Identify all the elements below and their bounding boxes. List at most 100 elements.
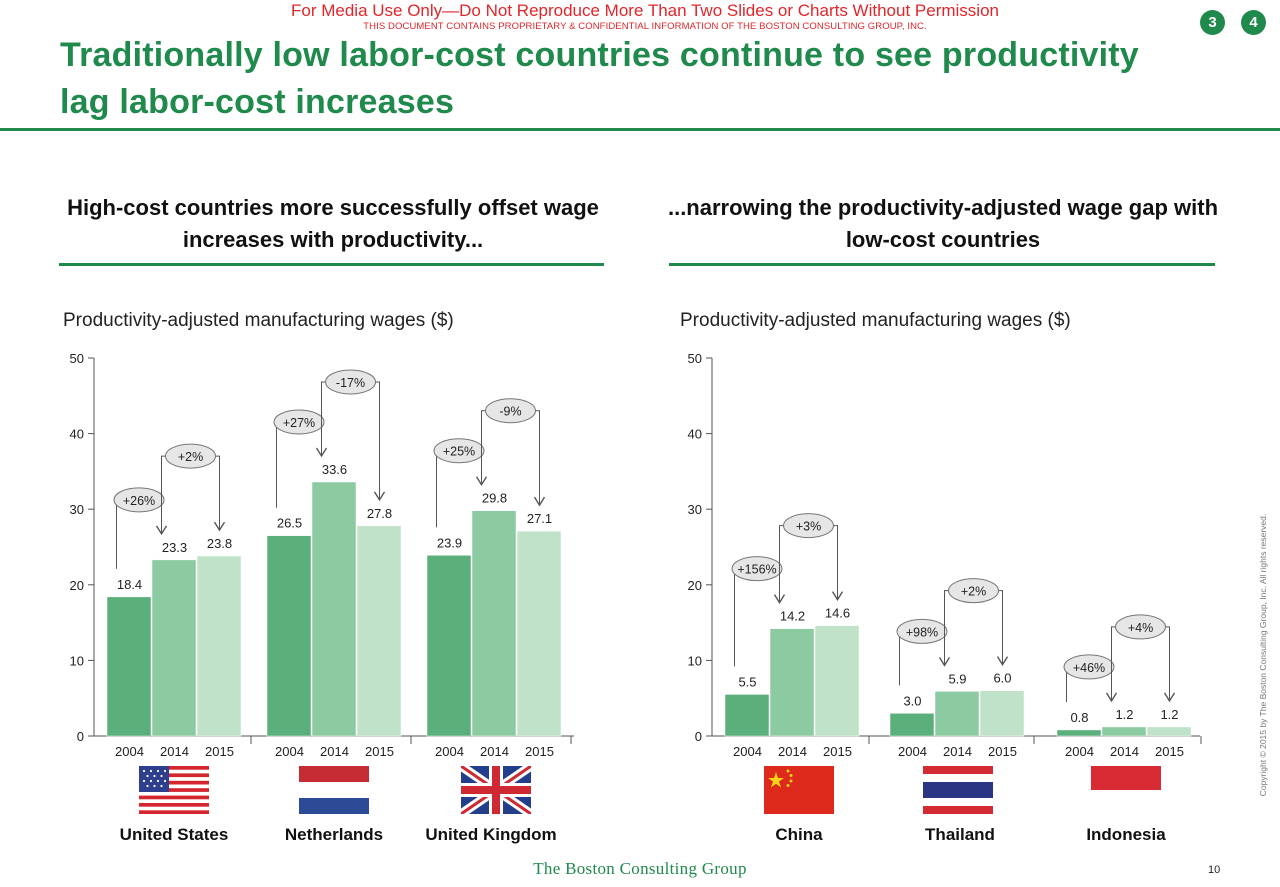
change-annotation-2014-2015-bubble (783, 513, 834, 539)
change-annotation-2004-2014-bubble (731, 556, 783, 582)
x-tick-label: 2015 (1155, 744, 1184, 759)
bar (1056, 729, 1102, 737)
data-label: 5.5 (738, 674, 756, 689)
y-tick-label: 40 (70, 427, 84, 442)
x-tick-label: 2015 (205, 744, 234, 759)
change-annotation-2004-2014-arrowhead (773, 594, 786, 604)
left-section-divider (59, 263, 604, 266)
right-section-heading: ...narrowing the productivity-adjusted w… (667, 195, 1219, 252)
media-use-notice: For Media Use Only—Do Not Reproduce More… (291, 1, 999, 20)
bar (311, 481, 357, 737)
x-tick-label: 2014 (320, 744, 349, 759)
y-tick-label: 50 (70, 351, 84, 366)
change-annotation-2004-2014-arrowhead (938, 657, 951, 667)
bar (979, 690, 1025, 737)
change-annotation-2004-2014-label: +25% (443, 445, 475, 459)
x-tick-label: 2014 (160, 744, 189, 759)
bar (151, 559, 197, 737)
change-annotation-2004-2014-bubble (113, 487, 165, 513)
bar (814, 625, 860, 737)
data-label: 23.9 (437, 535, 462, 550)
data-label: 27.1 (527, 511, 552, 526)
x-tick-label: 2014 (1110, 744, 1139, 759)
change-annotation-2014-2015-label: +2% (961, 585, 986, 599)
country-label-thailand: Thailand (925, 825, 995, 844)
left-bar-chart: 0 10 20 30 40 50 18.4 2004 23.3 2014 23.8 2015 +26% +… (70, 351, 574, 759)
y-tick-label: 10 (70, 653, 84, 668)
y-tick-label: 30 (688, 502, 702, 517)
right-bar-chart: 0 10 20 30 40 50 5.5 2004 14.2 2014 14.6 2015 +156% +… (688, 351, 1202, 759)
x-tick-label: 2015 (988, 744, 1017, 759)
copyright-notice: Copyright © 2015 by The Boston Consultin… (1258, 513, 1268, 797)
change-annotation-2014-2015-arrowhead (213, 521, 226, 532)
change-annotation-2004-2014-label: +27% (283, 416, 315, 430)
y-tick-label: 50 (688, 351, 702, 366)
left-section-heading: High-cost countries more successfully of… (67, 195, 599, 252)
us-flag (139, 766, 209, 814)
y-tick-label: 0 (77, 729, 84, 744)
change-annotation-2014-2015-arrowhead (533, 496, 546, 507)
id-flag (1091, 766, 1161, 814)
bar (934, 691, 980, 737)
x-tick-label: 2014 (943, 744, 972, 759)
data-label: 6.0 (993, 671, 1011, 686)
change-annotation-2004-2014-arrowhead (475, 476, 488, 487)
y-tick-label: 0 (695, 729, 702, 744)
data-label: 23.8 (207, 536, 232, 551)
change-annotation-2004-2014-bubble (273, 409, 325, 435)
data-label: 14.2 (780, 609, 805, 624)
bar (516, 530, 562, 737)
left-chart-label: Productivity-adjusted manufacturing wage… (63, 310, 454, 331)
bar (1146, 726, 1192, 737)
country-label-uk: United Kingdom (425, 825, 557, 844)
data-label: 23.3 (162, 540, 187, 555)
y-tick-label: 10 (688, 653, 702, 668)
confidential-notice: THIS DOCUMENT CONTAINS PROPRIETARY & CON… (363, 21, 927, 32)
x-tick-label: 2004 (275, 744, 304, 759)
slide-title: Traditionally low labor-cost countries c… (60, 36, 1139, 121)
x-tick-label: 2014 (778, 744, 807, 759)
change-annotation-2014-2015-arrowhead (831, 591, 844, 601)
uk-flag (461, 766, 531, 814)
change-annotation-2004-2014-arrowhead (1105, 692, 1118, 703)
data-label: 18.4 (117, 577, 142, 592)
change-annotation-2014-2015-arrowhead (1163, 692, 1176, 703)
bar (1101, 726, 1147, 737)
bar (769, 628, 815, 737)
change-annotation-2014-2015-label: -17% (336, 376, 365, 390)
bar (889, 713, 935, 737)
change-annotation-2014-2015-label: -9% (499, 405, 521, 419)
change-annotation-2014-2015-bubble (325, 369, 376, 395)
country-label-indonesia: Indonesia (1086, 825, 1166, 844)
bar (196, 555, 242, 737)
data-label: 26.5 (277, 516, 302, 531)
change-annotation-2004-2014-bubble (1063, 654, 1115, 680)
change-annotation-2004-2014-label: +26% (123, 494, 155, 508)
y-tick-label: 20 (688, 578, 702, 593)
y-tick-label: 40 (688, 427, 702, 442)
x-tick-label: 2015 (525, 744, 554, 759)
change-annotation-2014-2015-label: +4% (1128, 621, 1153, 635)
data-label: 14.6 (825, 606, 850, 621)
change-annotation-2014-2015-bubble (485, 398, 536, 424)
page-badge-3: 3 (1200, 10, 1225, 35)
cn-flag (764, 766, 834, 814)
bar (106, 596, 152, 737)
page-badge-4: 4 (1241, 10, 1266, 35)
change-annotation-2004-2014-label: +46% (1073, 661, 1105, 675)
data-label: 1.2 (1160, 707, 1178, 722)
nl-flag (299, 766, 369, 814)
bar (471, 510, 517, 737)
change-annotation-2004-2014-bubble (433, 438, 485, 464)
x-tick-label: 2004 (898, 744, 927, 759)
x-tick-label: 2004 (115, 744, 144, 759)
y-tick-label: 30 (70, 502, 84, 517)
y-tick-label: 20 (70, 578, 84, 593)
data-label: 5.9 (948, 671, 966, 686)
th-flag (923, 766, 993, 814)
page-number: 10 (1208, 864, 1221, 876)
right-section-divider (669, 263, 1215, 266)
x-tick-label: 2004 (733, 744, 762, 759)
data-label: 33.6 (322, 462, 347, 477)
change-annotation-2014-2015-arrowhead (996, 656, 1009, 666)
